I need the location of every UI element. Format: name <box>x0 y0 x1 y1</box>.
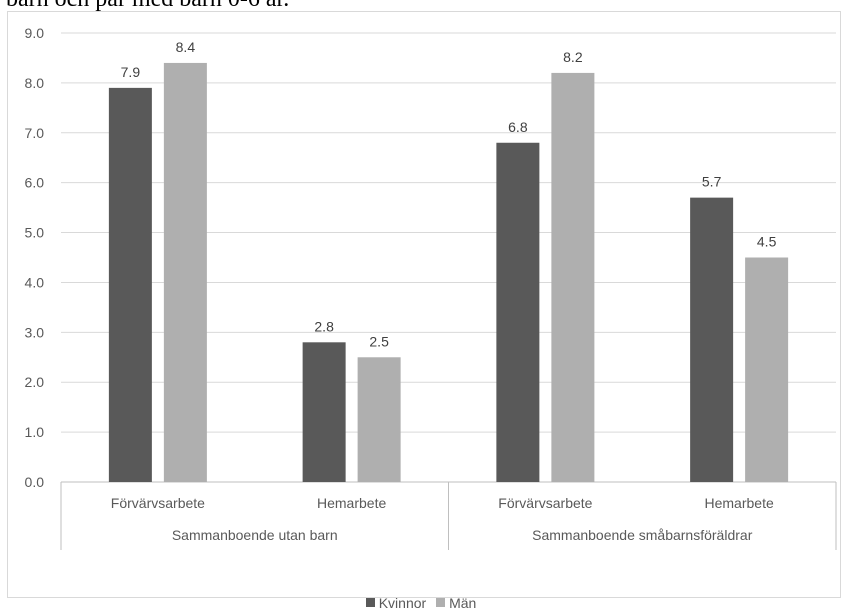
x-tick-label: Hemarbete <box>317 495 386 511</box>
y-tick-label: 3.0 <box>25 324 45 340</box>
chart-caption: barn och par med barn 0-6 år. <box>6 0 836 13</box>
y-tick-label: 4.0 <box>25 274 45 290</box>
data-label: 5.7 <box>702 174 722 190</box>
legend-label-man: Män <box>449 594 477 611</box>
data-label: 4.5 <box>757 234 777 250</box>
y-tick-label: 6.0 <box>25 175 45 191</box>
bar <box>357 357 401 482</box>
legend-item-man: Män <box>436 595 476 611</box>
y-tick-label: 1.0 <box>25 424 45 440</box>
y-tick-label: 5.0 <box>25 225 45 241</box>
bar <box>551 72 595 483</box>
y-tick-label: 0.0 <box>25 474 45 490</box>
bar <box>302 342 346 482</box>
legend-item-kvinnor: Kvinnor <box>365 594 427 611</box>
bar <box>690 197 734 482</box>
bar <box>745 257 789 482</box>
y-tick-label: 8.0 <box>25 75 45 91</box>
data-label: 7.9 <box>121 64 141 80</box>
bar <box>496 142 540 482</box>
x-tick-label: Förvärvsarbete <box>111 495 205 511</box>
y-tick-label: 2.0 <box>25 374 45 390</box>
x-tick-label: Hemarbete <box>704 495 773 511</box>
data-label: 2.5 <box>369 333 389 349</box>
data-label: 8.2 <box>563 49 583 65</box>
bar <box>108 87 152 482</box>
group-label: Sammanboende utan barn <box>172 527 338 543</box>
data-label: 2.8 <box>314 318 334 334</box>
y-tick-label: 9.0 <box>25 25 45 41</box>
y-tick-label: 7.0 <box>25 125 45 141</box>
bar <box>163 62 207 482</box>
legend-swatch-man <box>436 598 446 607</box>
group-label: Sammanboende småbarnsföräldrar <box>532 527 753 543</box>
chart-legend: Kvinnor Män <box>0 594 842 611</box>
data-label: 6.8 <box>508 119 528 135</box>
legend-label-kvinnor: Kvinnor <box>378 594 427 611</box>
x-tick-label: Förvärvsarbete <box>498 495 592 511</box>
data-label: 8.4 <box>176 39 196 55</box>
legend-swatch-kvinnor <box>365 598 375 607</box>
